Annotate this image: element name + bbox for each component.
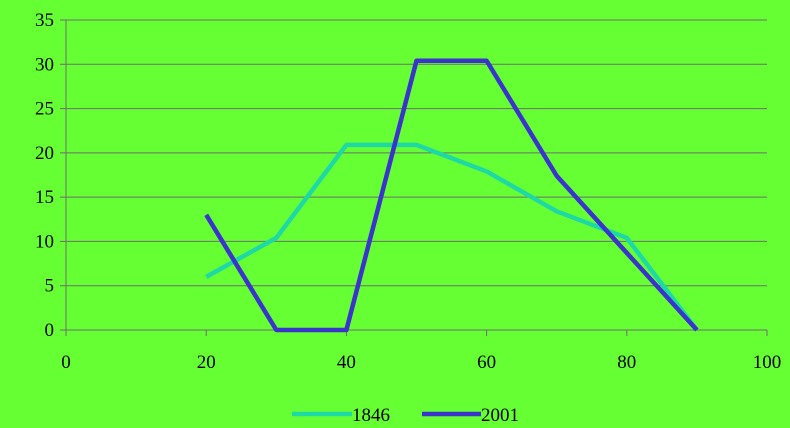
y-tick-label: 35 <box>35 10 54 31</box>
series-line-2001 <box>204 58 699 333</box>
legend: 1846 2001 <box>292 405 519 426</box>
y-axis-ticks: 0 5 10 15 20 25 30 35 <box>35 10 66 341</box>
y-tick-label: 10 <box>35 231 54 252</box>
x-axis-ticks: 0 20 40 60 80 100 <box>61 330 781 373</box>
y-tick-label: 30 <box>35 54 54 75</box>
x-tick-label: 40 <box>337 352 356 373</box>
y-tick-label: 5 <box>45 276 55 297</box>
y-tick-label: 0 <box>45 320 55 341</box>
y-tick-label: 20 <box>35 143 54 164</box>
legend-label-2001: 2001 <box>481 405 519 426</box>
x-tick-label: 80 <box>617 352 636 373</box>
x-tick-label: 20 <box>197 352 216 373</box>
series-line-1846 <box>205 142 699 332</box>
x-tick-label: 60 <box>477 352 496 373</box>
y-tick-label: 15 <box>35 187 54 208</box>
x-tick-label: 100 <box>753 352 782 373</box>
axes <box>65 20 767 331</box>
x-tick-label: 0 <box>61 352 71 373</box>
series-group <box>204 58 699 333</box>
y-tick-label: 25 <box>35 99 54 120</box>
legend-label-1846: 1846 <box>352 405 390 426</box>
